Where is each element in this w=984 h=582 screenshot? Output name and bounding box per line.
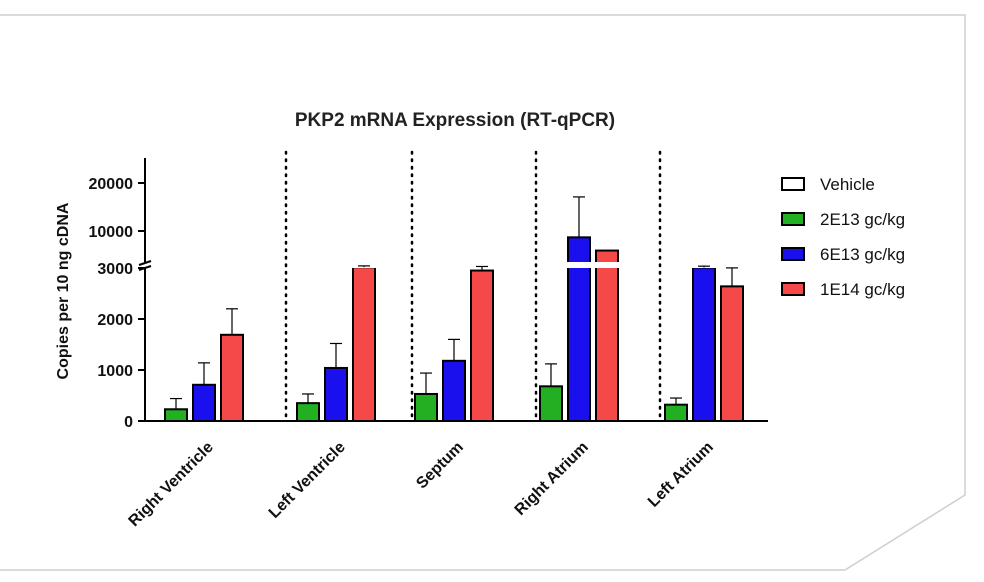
y-tick-label: 10000 <box>89 224 134 241</box>
plot-area: 0 1000 2000 3000 10000 20000 Right Ventricle Le… <box>89 150 768 530</box>
figure-border <box>0 14 966 571</box>
bar-1-1 <box>296 402 320 422</box>
legend-label: 2E13 gc/kg <box>820 210 905 229</box>
legend-swatch <box>781 212 805 226</box>
bar-2-4 <box>692 266 716 422</box>
bar-break-gap <box>691 262 717 268</box>
bar-1-3 <box>539 385 563 423</box>
y-tick-label: 20000 <box>89 176 134 193</box>
y-tick-label: 2000 <box>97 312 133 329</box>
x-tick-label: Right Ventricle <box>126 439 217 530</box>
bar-3-2 <box>470 269 494 422</box>
bar-3-0 <box>220 333 244 422</box>
x-tick-label: Left Atrium <box>645 439 717 511</box>
bar-1-2 <box>414 392 438 423</box>
bar-3-3 <box>595 249 619 422</box>
bar-1-4 <box>664 403 688 422</box>
y-tick-label: 1000 <box>97 363 133 380</box>
legend-swatch <box>781 177 805 191</box>
bar-2-0 <box>192 383 216 423</box>
bar-3-4 <box>720 285 744 422</box>
bar-break-gap <box>594 262 620 268</box>
legend-label: Vehicle <box>820 175 875 194</box>
legend-swatch <box>781 282 805 296</box>
x-tick-label: Septum <box>413 439 467 493</box>
y-tick-label: 0 <box>124 414 133 431</box>
bar-break-gap <box>351 262 377 268</box>
x-tick-label: Left Ventricle <box>266 439 349 522</box>
bar-break-gap <box>566 262 592 268</box>
y-tick-label: 3000 <box>97 261 133 278</box>
y-axis-label: Copies per 10 ng cDNA <box>55 202 72 379</box>
chart-title: PKP2 mRNA Expression (RT-qPCR) <box>295 110 615 131</box>
bar-2-2 <box>442 359 466 423</box>
bar-3-1 <box>352 266 376 423</box>
bar-1-0 <box>164 408 188 422</box>
y-axis-break-mark <box>138 260 152 266</box>
x-tick-label: Right Atrium <box>512 439 592 519</box>
legend-label: 1E14 gc/kg <box>820 280 905 299</box>
legend-swatch <box>781 247 805 261</box>
bar-2-1 <box>324 366 348 422</box>
legend: Vehicle 2E13 gc/kg 6E13 gc/kg 1E14 gc/kg <box>781 175 905 299</box>
legend-label: 6E13 gc/kg <box>820 245 905 264</box>
